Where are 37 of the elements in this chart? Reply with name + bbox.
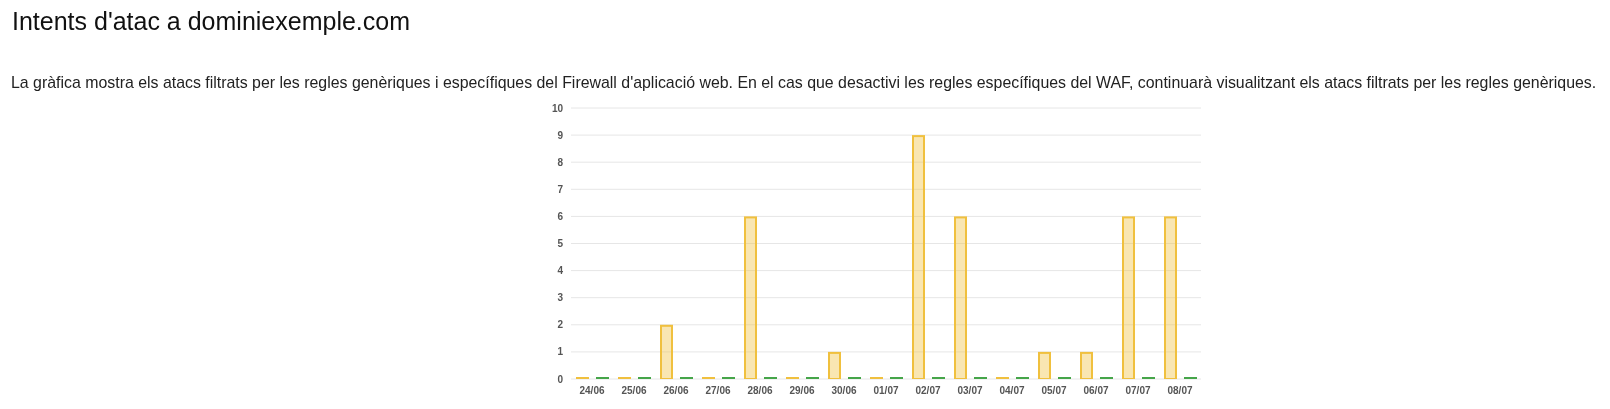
bar bbox=[912, 135, 925, 379]
bar bbox=[954, 216, 967, 379]
bar bbox=[1164, 216, 1177, 379]
x-tick-label: 05/07 bbox=[1041, 385, 1067, 397]
x-tick-label: 26/06 bbox=[663, 385, 689, 397]
x-tick-label: 02/07 bbox=[915, 385, 941, 397]
y-tick-label: 0 bbox=[557, 373, 564, 385]
bar bbox=[1038, 351, 1051, 379]
x-tick-label: 07/07 bbox=[1125, 385, 1151, 397]
y-tick-label: 2 bbox=[557, 319, 564, 331]
text: Intents d'atac a dominiexemple.com bbox=[12, 7, 411, 35]
bar bbox=[1122, 216, 1135, 379]
y-tick-label: 10 bbox=[551, 102, 564, 114]
y-tick-label: 9 bbox=[557, 129, 564, 141]
y-tick-label: 6 bbox=[557, 210, 564, 222]
y-tick-label: 1 bbox=[557, 346, 564, 358]
x-tick-label: 27/06 bbox=[705, 385, 731, 397]
x-tick-label: 25/06 bbox=[621, 385, 647, 397]
bar bbox=[744, 216, 757, 379]
y-tick-label: 3 bbox=[557, 292, 564, 304]
x-tick-label: 04/07 bbox=[999, 385, 1025, 397]
x-tick-label: 08/07 bbox=[1167, 385, 1193, 397]
y-tick-label: 5 bbox=[557, 238, 564, 250]
x-tick-label: 06/07 bbox=[1083, 385, 1109, 397]
y-tick-label: 4 bbox=[557, 265, 564, 277]
x-tick-label: 28/06 bbox=[747, 385, 773, 397]
x-tick-label: 01/07 bbox=[873, 385, 899, 397]
bar bbox=[828, 351, 841, 379]
x-tick-label: 30/06 bbox=[831, 385, 857, 397]
bar bbox=[660, 324, 673, 379]
x-tick-label: 29/06 bbox=[789, 385, 815, 397]
x-tick-label: 03/07 bbox=[957, 385, 983, 397]
chart-subtitle: La gràfica mostra els atacs filtrats per les regles genèriques i específiques del Firewall d'aplicació web. En el cas que desactivi les regles específiques del WAF, continuarà visualitzant els atacs filtrats per les regles genèriques. bbox=[11, 73, 1597, 93]
y-tick-label: 7 bbox=[557, 183, 564, 195]
bar bbox=[1080, 351, 1093, 379]
x-tick-label: 24/06 bbox=[579, 385, 605, 397]
y-tick-label: 8 bbox=[557, 156, 564, 168]
